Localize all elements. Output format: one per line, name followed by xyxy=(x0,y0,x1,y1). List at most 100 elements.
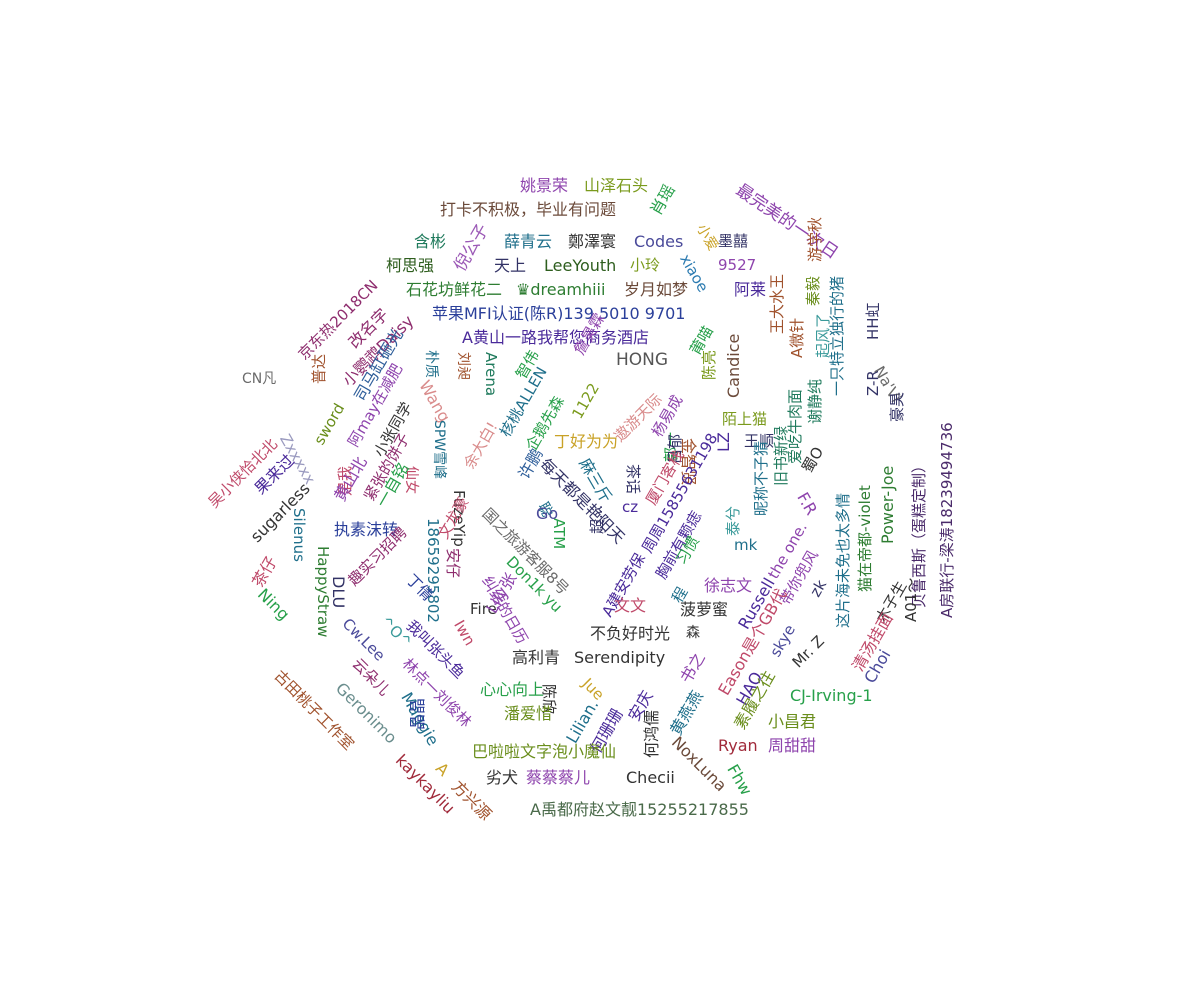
word-cloud-item: Codes xyxy=(634,232,684,251)
word-cloud-item: Silenus xyxy=(290,508,308,562)
word-cloud-item: LeeYouth xyxy=(544,256,617,275)
word-cloud-item: 陌上猫 xyxy=(722,410,768,428)
word-cloud-item: 这片海未免也太多情 xyxy=(834,492,852,628)
word-cloud-item: 一只特立独行的猪 xyxy=(828,275,846,396)
word-cloud-item: 秦毅 xyxy=(804,275,822,306)
word-cloud-item: CJ-Irving-1 xyxy=(790,686,873,705)
word-cloud-item: 鄭澤寰 xyxy=(568,232,617,251)
word-cloud-item: sword xyxy=(310,400,349,448)
word-cloud-item: 山泽石头 xyxy=(584,176,649,195)
word-cloud-item: 打卡不积极，毕业有问题 xyxy=(440,200,617,219)
word-cloud-item: 蔡蔡蔡儿 xyxy=(526,768,591,787)
word-cloud-item: 昵称不子猜 xyxy=(752,440,770,516)
word-cloud-item: 18659295802 xyxy=(424,518,442,623)
word-cloud-item: 心心向上 xyxy=(480,680,545,699)
word-cloud-item: Mr. Z xyxy=(788,632,828,672)
word-cloud-item: Serendipity xyxy=(574,648,666,667)
word-cloud-item: 文文 xyxy=(614,596,647,615)
word-cloud-item: 起风了 xyxy=(814,312,832,358)
word-cloud-item: Power-Joe xyxy=(878,465,897,544)
word-cloud-item: mk xyxy=(734,536,758,554)
word-cloud-item: 含彬 xyxy=(414,232,447,251)
word-cloud-item: 丁好为为 xyxy=(554,432,619,451)
word-cloud-item: 游学秋 xyxy=(806,216,824,262)
word-cloud-item: Ning xyxy=(253,584,294,624)
word-cloud-item: 天上 xyxy=(494,256,527,275)
word-cloud-item: 陈亮 xyxy=(700,349,718,380)
word-cloud-item: 岁月如梦 xyxy=(624,280,689,299)
word-cloud-item: 倪公子 xyxy=(450,220,494,275)
word-cloud-item: 王顺 xyxy=(744,432,775,450)
word-cloud-item: HappyStraw xyxy=(314,546,332,638)
word-cloud-item: Go xyxy=(536,504,559,523)
word-cloud-item: 最完美的一次日 xyxy=(731,180,842,264)
word-cloud-item: DLU xyxy=(329,576,348,609)
word-cloud-item: 墨囍 xyxy=(718,232,749,250)
word-cloud-item: 旧书新绿 xyxy=(772,425,790,486)
word-cloud-item: Candice xyxy=(724,333,743,398)
word-cloud-item: 姚景荣 xyxy=(520,176,569,195)
word-cloud-item: A房联行-梁涛18239494736 xyxy=(938,422,956,618)
word-cloud-item: 余大白! xyxy=(460,418,502,472)
word-cloud-item: HONG xyxy=(616,350,669,370)
word-cloud-item: 不负好时光 xyxy=(590,624,671,643)
word-cloud-item: 森 xyxy=(686,625,700,641)
word-cloud-item: CN凡 xyxy=(242,371,277,387)
word-cloud-item: A xyxy=(431,758,454,780)
word-cloud-item: 阿莱 xyxy=(734,280,767,299)
word-cloud-item: 书之 xyxy=(676,649,709,687)
word-cloud-item: 茶仔 xyxy=(248,553,281,591)
word-cloud-item: SPW雪峰 xyxy=(431,420,447,480)
word-cloud-item: A微针 xyxy=(788,317,806,358)
word-cloud-item: Iwn xyxy=(450,617,479,649)
word-cloud-item: 谢静纯 xyxy=(806,378,824,424)
word-cloud-item: 徐志文 xyxy=(704,576,753,595)
word-cloud-item: 刘昶 xyxy=(455,352,471,380)
word-cloud-item: Checii xyxy=(626,768,675,787)
word-cloud-item: 周甜甜 xyxy=(768,736,817,755)
word-cloud-item: 猫在帝都-violet xyxy=(856,485,874,592)
word-cloud-item: 小爱 xyxy=(693,221,721,254)
word-cloud-item: Fhw xyxy=(723,761,756,799)
word-cloud-item: A黄山一路我帮您商务酒店 xyxy=(462,328,649,347)
word-cloud-item: 朴质 xyxy=(423,350,439,378)
word-cloud-item: 石花坊鲜花二 xyxy=(406,280,503,299)
word-cloud-item: 肖瑶 xyxy=(646,181,679,219)
word-cloud-item: 小玲 xyxy=(630,256,661,274)
word-cloud-item: 小昌君 xyxy=(768,712,817,731)
word-cloud-item: Fire xyxy=(470,600,497,618)
word-cloud-item: 王大水王 xyxy=(768,273,786,334)
word-cloud-item: 苹果MFI认证(陈R)139 5010 9701 xyxy=(432,304,686,323)
word-cloud-item: 安仔 xyxy=(444,548,462,579)
word-cloud-item: zk xyxy=(806,576,831,600)
word-cloud-item: 薛青云 xyxy=(504,232,553,251)
word-cloud-item: 泰兮 xyxy=(724,505,742,536)
word-cloud-item: 豪昊 xyxy=(888,391,906,422)
word-cloud-item: Wang xyxy=(415,377,455,426)
word-cloud-item: 何鸿儒 xyxy=(642,709,661,758)
word-cloud-item: 茶话 xyxy=(624,464,642,495)
word-cloud-item: 1122 xyxy=(568,379,603,422)
word-cloud-item: 黄燕燕 xyxy=(666,687,707,739)
word-cloud-item: A01～ xyxy=(902,577,920,622)
word-cloud-item: 劣犬 xyxy=(486,768,519,787)
word-cloud-item: 高利青 xyxy=(512,648,561,667)
word-cloud-item: HH虹 xyxy=(864,302,882,340)
word-cloud-item: 巴啦啦文字泡小魔仙 xyxy=(472,742,617,761)
word-cloud-item: 晶晶 xyxy=(408,697,427,730)
word-cloud-item: 9527 xyxy=(718,256,757,274)
word-cloud-item: 爱吃牛肉面 xyxy=(786,388,804,464)
word-cloud-item: 普达 xyxy=(310,353,328,384)
word-cloud-item: A禹都府赵文靓15255217855 xyxy=(530,800,749,819)
word-cloud-item: 柯思强 xyxy=(386,256,435,275)
word-cloud-item: Ryan xyxy=(718,736,758,755)
word-cloud-item: 执素沫转 xyxy=(334,520,399,539)
word-cloud-item: F.R xyxy=(793,489,822,519)
word-cloud-item: 超... xyxy=(588,504,606,534)
word-cloud-item: 潘爱惜 xyxy=(504,704,553,723)
word-cloud-item: 菠萝蜜 xyxy=(680,600,729,619)
word-cloud-item: Arena xyxy=(482,352,500,397)
word-cloud-item: ♛dreamhiii xyxy=(516,280,606,299)
word-cloud-item: cz xyxy=(622,498,639,516)
